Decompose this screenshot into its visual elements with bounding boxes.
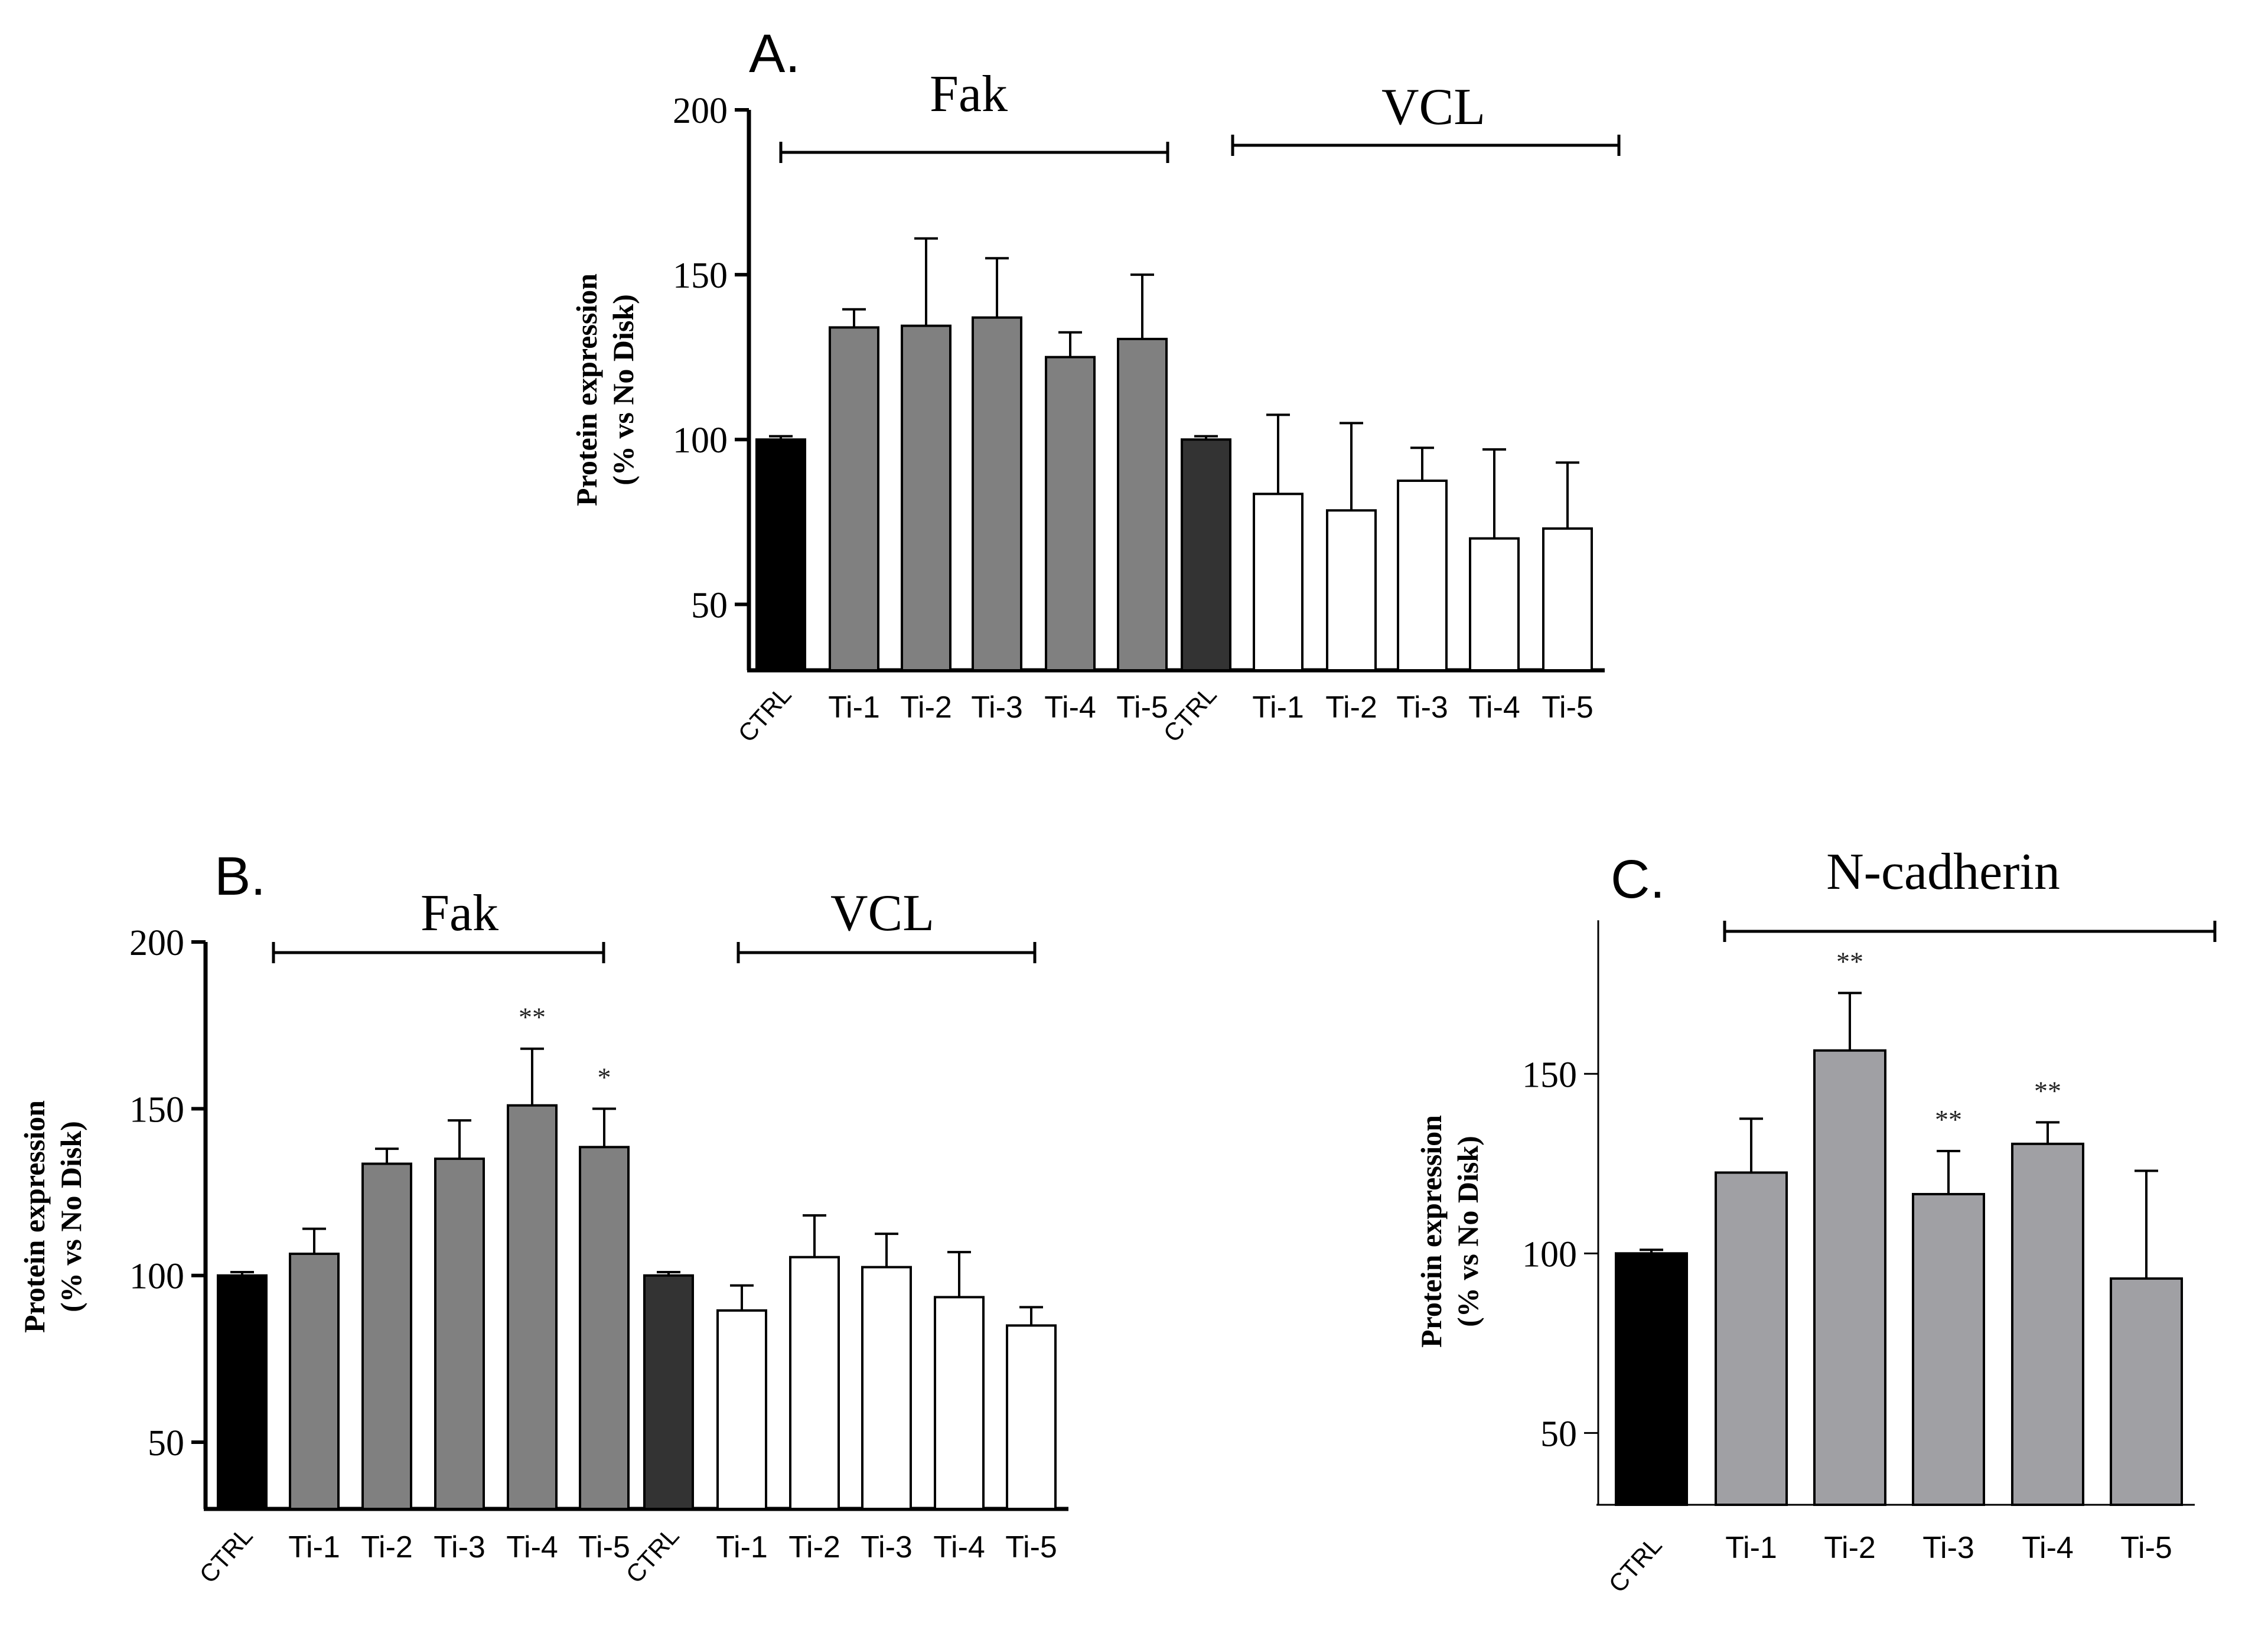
significance-marker: ** — [1836, 946, 1863, 976]
y-tick-label: 50 — [148, 1423, 184, 1463]
bar-fak-ti-4 — [507, 1104, 558, 1511]
y-axis-label-line1: Protein expression — [570, 273, 603, 506]
panel-letter: B. — [214, 846, 266, 907]
group-label: Fak — [930, 66, 1008, 123]
panel-letter: C. — [1611, 849, 1665, 909]
x-tick-label: Ti-5 — [1116, 690, 1168, 725]
bar-n-cadherin-ti-5 — [2110, 1277, 2183, 1507]
significance-marker: ** — [2034, 1075, 2061, 1106]
group-label: VCL — [1381, 79, 1485, 136]
y-tick-label: 100 — [1522, 1234, 1577, 1274]
y-tick-label: 50 — [1540, 1414, 1577, 1454]
x-tick-label: Ti-2 — [788, 1530, 840, 1564]
chart-panel-a: A. Protein expression (% vs No Disk) 50 100 1… — [570, 24, 1621, 748]
bar-n-cadherin-ti-2 — [1813, 1049, 1886, 1507]
significance-marker: ** — [1935, 1104, 1962, 1135]
y-axis-label-line2: (% vs No Disk) — [607, 294, 640, 485]
y-axis-label: Protein expression (% vs No Disk) — [1415, 1115, 1484, 1348]
x-tick-label: CTRL — [1603, 1531, 1667, 1598]
y-tick-label: 150 — [673, 256, 728, 296]
bar-n-cadherin-ti-3 — [1912, 1192, 1985, 1507]
bar-vcl-ti-2 — [1326, 509, 1377, 671]
bar-vcl-ti-3 — [861, 1266, 912, 1510]
bar-vcl-ti-5 — [1006, 1324, 1057, 1511]
x-tick-label-rotated: CTRL — [1603, 1531, 1667, 1598]
x-tick-label: Ti-4 — [506, 1530, 558, 1564]
y-tick-label: 100 — [673, 420, 728, 461]
bar-fak-ti-1 — [829, 326, 879, 671]
x-tick-label: Ti-3 — [434, 1530, 485, 1564]
x-tick-label: Ti-1 — [288, 1530, 340, 1564]
bar-vcl-ctrl — [1181, 438, 1231, 671]
y-tick-label: 150 — [129, 1090, 184, 1130]
x-tick-label-rotated: CTRL — [194, 1522, 258, 1589]
group-label: VCL — [830, 885, 934, 942]
y-tick-label: 200 — [129, 923, 184, 963]
x-tick-label: Ti-3 — [971, 690, 1023, 725]
x-tick-label: Ti-1 — [1252, 690, 1304, 725]
x-tick-label: Ti-4 — [1044, 690, 1096, 725]
x-tick-label: Ti-1 — [828, 690, 880, 725]
bar-fak-ctrl — [217, 1274, 268, 1510]
bar-fak-ti-4 — [1045, 356, 1096, 671]
bar-fak-ti-5 — [579, 1146, 630, 1510]
y-axis-label: Protein expression (% vs No Disk) — [570, 273, 640, 506]
bar-vcl-ti-4 — [934, 1296, 985, 1511]
x-tick-label: Ti-2 — [1325, 690, 1377, 725]
y-axis-label-line1: Protein expression — [1415, 1115, 1448, 1348]
bar-n-cadherin-ti-4 — [2011, 1142, 2084, 1506]
bar-fak-ti-1 — [289, 1253, 340, 1510]
bar-vcl-ti-1 — [716, 1309, 767, 1510]
x-tick-label: Ti-5 — [1005, 1530, 1057, 1564]
x-tick-label: Ti-1 — [716, 1530, 768, 1564]
bar-n-cadherin-ctrl — [1615, 1252, 1688, 1506]
bar-fak-ti-2 — [361, 1162, 412, 1510]
bar-vcl-ctrl — [643, 1274, 694, 1510]
bar-vcl-ti-4 — [1469, 537, 1520, 671]
bar-vcl-ti-2 — [789, 1256, 840, 1510]
bar-fak-ti-5 — [1117, 337, 1168, 671]
y-tick-label: 150 — [1522, 1055, 1577, 1095]
bar-fak-ctrl — [755, 438, 806, 671]
bar-fak-ti-3 — [972, 316, 1022, 671]
x-tick-label: Ti-2 — [1824, 1531, 1876, 1565]
x-tick-label: Ti-4 — [1468, 690, 1520, 725]
x-tick-label: CTRL — [194, 1522, 258, 1589]
group-label: N-cadherin — [1826, 843, 2060, 901]
bar-vcl-ti-3 — [1397, 480, 1448, 671]
bar-fak-ti-2 — [901, 324, 951, 671]
x-tick-label: Ti-4 — [2022, 1531, 2074, 1565]
chart-panel-b: B. Protein expression (% vs No Disk) 50 100 1… — [18, 846, 1068, 1589]
chart-panel-c: C. Protein expression (% vs No Disk) 50 100 1… — [1415, 843, 2217, 1598]
x-tick-label: Ti-2 — [361, 1530, 413, 1564]
y-axis-label-line2: (% vs No Disk) — [54, 1121, 87, 1312]
x-tick-label: Ti-5 — [578, 1530, 630, 1564]
y-tick-label: 200 — [673, 91, 728, 131]
x-tick-label: Ti-3 — [1396, 690, 1448, 725]
bar-fak-ti-3 — [434, 1158, 485, 1510]
y-axis-label-line1: Protein expression — [18, 1100, 51, 1333]
x-tick-label: Ti-4 — [933, 1530, 985, 1564]
y-tick-label: 100 — [129, 1257, 184, 1297]
x-tick-label: Ti-5 — [1542, 690, 1594, 725]
y-tick-label: 50 — [691, 585, 728, 625]
significance-marker: ** — [519, 1002, 546, 1032]
bar-vcl-ti-1 — [1253, 493, 1304, 671]
x-tick-label: Ti-3 — [1922, 1531, 1974, 1565]
x-tick-label: Ti-3 — [861, 1530, 913, 1564]
panel-letter: A. — [749, 24, 800, 84]
x-tick-label: CTRL — [732, 681, 796, 748]
x-tick-label: Ti-5 — [2120, 1531, 2172, 1565]
x-tick-label: Ti-1 — [1725, 1531, 1777, 1565]
y-axis-label: Protein expression (% vs No Disk) — [18, 1100, 87, 1333]
significance-marker: * — [598, 1062, 611, 1092]
bar-vcl-ti-5 — [1542, 527, 1593, 671]
x-tick-label: Ti-2 — [900, 690, 952, 725]
x-tick-label-rotated: CTRL — [732, 681, 796, 748]
group-label: Fak — [421, 885, 498, 942]
bar-n-cadherin-ti-1 — [1715, 1171, 1788, 1506]
y-axis-label-line2: (% vs No Disk) — [1451, 1136, 1484, 1327]
